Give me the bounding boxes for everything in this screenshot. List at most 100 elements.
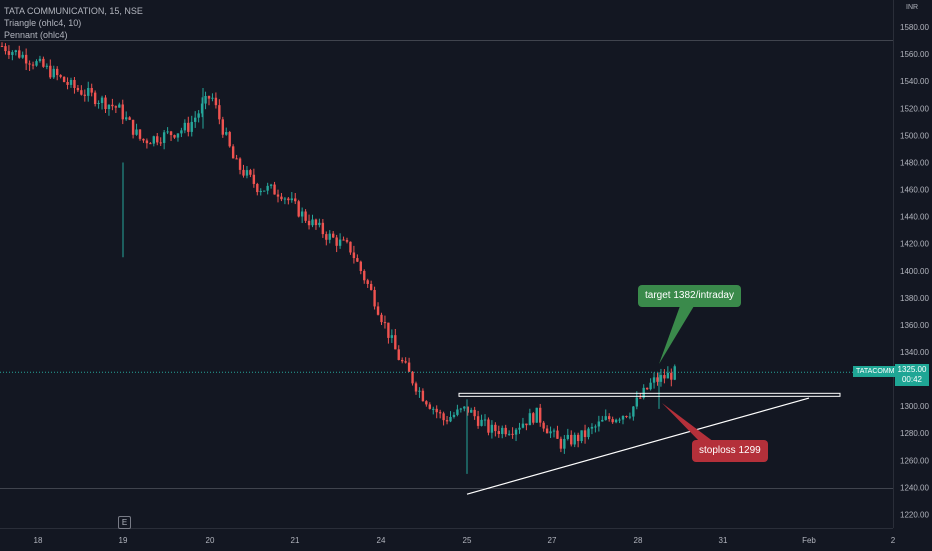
candle-body xyxy=(425,401,428,405)
candle-body xyxy=(639,397,642,399)
candle-body xyxy=(418,390,421,392)
price-tick-label: 1440.00 xyxy=(900,213,929,222)
candle-body xyxy=(290,198,293,201)
candle-body xyxy=(614,419,618,423)
target-callout[interactable]: target 1382/intraday xyxy=(638,285,741,307)
candle-body xyxy=(452,414,456,418)
candle-body xyxy=(601,419,604,422)
indicator-triangle[interactable]: Triangle (ohlc4, 10) xyxy=(4,18,82,28)
candle-body xyxy=(190,121,193,132)
resistance-level[interactable] xyxy=(458,392,841,397)
candle-body xyxy=(273,184,276,195)
candle-body xyxy=(18,50,21,58)
indicator-pennant[interactable]: Pennant (ohlc4) xyxy=(4,30,68,40)
candle-body xyxy=(445,420,449,422)
chart-legend: TATA COMMUNICATION, 15, NSE Triangle (oh… xyxy=(4,5,143,41)
candle-body xyxy=(287,198,290,201)
price-axis[interactable] xyxy=(893,0,932,528)
candle-body xyxy=(0,46,4,48)
candle-body xyxy=(176,133,180,138)
candle-body xyxy=(394,335,397,350)
drawings-layer[interactable] xyxy=(0,40,893,495)
candle-body xyxy=(401,359,404,362)
candle-body xyxy=(352,252,356,259)
candle-body xyxy=(207,95,211,99)
candle-body xyxy=(604,416,607,420)
candle-body xyxy=(549,431,552,434)
candle-body xyxy=(663,375,666,379)
candle-body xyxy=(28,63,31,65)
candle-body xyxy=(494,424,497,432)
candle-body xyxy=(597,421,601,427)
stoploss-callout[interactable]: stoploss 1299 xyxy=(692,440,768,462)
candle-body xyxy=(670,372,673,380)
price-tick-label: 1520.00 xyxy=(900,104,929,113)
candle-body xyxy=(138,129,142,139)
candle-body xyxy=(656,377,659,382)
candle-body xyxy=(231,146,235,159)
candle-body xyxy=(135,129,138,135)
candle-body xyxy=(556,430,559,439)
rising-support-trendline[interactable] xyxy=(466,397,810,495)
candle-body xyxy=(363,270,366,281)
candle-body xyxy=(21,54,24,58)
events-marker-icon[interactable]: E xyxy=(118,516,131,529)
candle-body xyxy=(514,429,518,435)
candle-body xyxy=(463,406,466,409)
candle-body xyxy=(128,117,131,120)
candle-body xyxy=(566,434,569,439)
candle-body xyxy=(311,219,314,226)
candle-body xyxy=(283,198,287,200)
candle-body xyxy=(659,375,663,382)
candle-body xyxy=(442,413,445,421)
candle-body xyxy=(338,239,342,246)
candle-body xyxy=(169,131,173,136)
time-tick-label: 24 xyxy=(377,536,386,545)
candle-body xyxy=(497,431,500,434)
candle-body xyxy=(297,201,300,217)
price-tick-label: 1500.00 xyxy=(900,131,929,140)
candle-body xyxy=(428,404,431,409)
candle-body xyxy=(97,103,100,105)
candle-body xyxy=(42,58,45,67)
candle-body xyxy=(583,430,587,438)
candle-body xyxy=(594,426,597,428)
candle-body xyxy=(649,382,652,390)
candle-body xyxy=(328,233,331,240)
candle-body xyxy=(59,75,62,77)
candle-body xyxy=(31,64,35,66)
candle-body xyxy=(266,185,269,191)
candle-body xyxy=(645,387,649,390)
time-tick-label: 18 xyxy=(34,536,43,545)
candle-body xyxy=(532,413,535,423)
candle-body xyxy=(131,119,135,135)
candle-body xyxy=(38,58,42,62)
price-tick-label: 1340.00 xyxy=(900,348,929,357)
candle-body xyxy=(107,104,111,110)
candle-body xyxy=(632,406,635,417)
price-tick-label: 1540.00 xyxy=(900,77,929,86)
price-tick-label: 1580.00 xyxy=(900,23,929,32)
price-tick-label: 1280.00 xyxy=(900,429,929,438)
candle-body xyxy=(356,258,359,262)
candle-body xyxy=(373,289,376,307)
candle-body xyxy=(608,416,611,420)
candle-body xyxy=(545,428,549,434)
candle-body xyxy=(235,158,238,160)
stoploss-pointer xyxy=(662,403,714,442)
price-tick-label: 1240.00 xyxy=(900,483,929,492)
candle-body xyxy=(414,383,418,392)
candle-body xyxy=(635,397,638,407)
candle-body xyxy=(539,407,542,423)
candle-body xyxy=(628,416,632,418)
time-axis[interactable] xyxy=(0,528,893,551)
candle-body xyxy=(449,417,452,422)
candle-body xyxy=(197,113,200,118)
candle-body xyxy=(263,190,266,192)
candle-body xyxy=(618,419,621,421)
candle-body xyxy=(56,68,59,76)
candle-body xyxy=(625,416,628,418)
candle-body xyxy=(90,88,93,93)
symbol-title[interactable]: TATA COMMUNICATION, 15, NSE xyxy=(4,6,143,16)
